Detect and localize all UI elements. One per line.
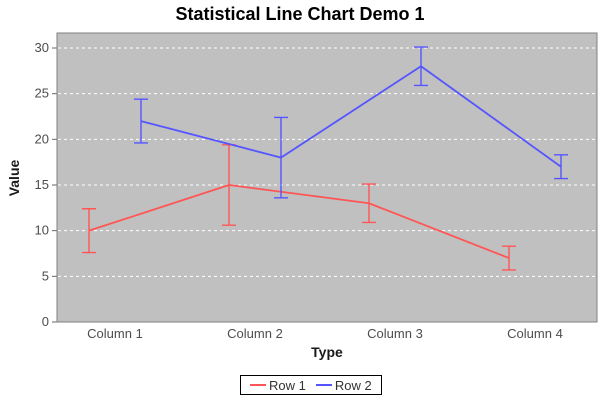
row-1-line-swatch (250, 384, 266, 386)
category-tick-label: Column 4 (507, 326, 563, 341)
legend-label-row-2: Row 2 (334, 377, 372, 393)
y-axis-title: Value (6, 160, 22, 197)
y-tick-label: 15 (35, 177, 49, 192)
y-tick-label: 10 (35, 223, 49, 238)
x-axis-title: Type (311, 344, 343, 360)
y-tick-label: 30 (35, 40, 49, 55)
error-bar-row-2 (554, 154, 568, 180)
legend-item-row-2: Row 2 (315, 377, 372, 393)
series-line-row-2 (140, 65, 562, 168)
chart-title: Statistical Line Chart Demo 1 (175, 4, 425, 24)
plot-border (56, 32, 598, 323)
category-tick-label: Column 1 (87, 326, 143, 341)
legend-item-row-1: Row 1 (250, 378, 306, 393)
y-tick-label: 20 (35, 131, 49, 146)
y-tick-label: 25 (35, 86, 49, 101)
plot-area (57, 33, 597, 322)
category-tick-label: Column 3 (367, 326, 423, 341)
series-line-row-1 (88, 184, 510, 259)
legend-label-row-1: Row 1 (269, 377, 306, 393)
y-tick-label: 5 (42, 268, 49, 283)
legend: Row 1 Row 2 (240, 375, 382, 395)
error-bar-row-1 (82, 208, 96, 254)
row-2-line-swatch (315, 384, 332, 386)
y-axis-group: 0 5 10 15 20 25 30 (35, 40, 57, 329)
x-axis-group: Column 1 Column 2 Column 3 Column 4 (87, 326, 563, 341)
y-tick-label: 0 (42, 314, 49, 329)
category-tick-label: Column 2 (227, 326, 283, 341)
series-group (82, 46, 568, 271)
